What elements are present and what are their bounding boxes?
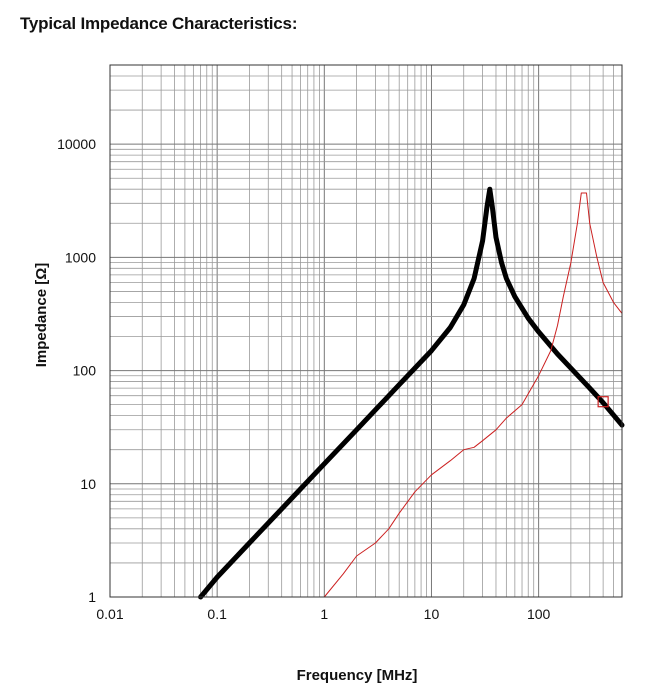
y-tick-label: 10 [80, 476, 96, 492]
x-tick-label: 0.01 [96, 606, 123, 622]
impedance-curve-red [323, 192, 623, 598]
chart-title: Typical Impedance Characteristics: [20, 14, 298, 33]
series-group [198, 186, 625, 600]
end-marker-group [597, 396, 609, 408]
y-tick-label: 1000 [65, 249, 96, 265]
impedance-curve-black [198, 186, 625, 600]
curve-marker [597, 396, 609, 408]
grid-lines [109, 64, 623, 598]
y-tick-label: 10000 [57, 136, 96, 152]
x-axis-label: Frequency [MHz] [297, 667, 418, 684]
x-tick-label: 10 [424, 606, 440, 622]
y-tick-label: 100 [73, 363, 97, 379]
plot-background [110, 65, 622, 597]
y-axis-tick-labels: 1 10 100 1000 10000 [57, 136, 96, 605]
y-axis-label: Impedance [Ω] [33, 263, 50, 368]
y-tick-label: 1 [88, 589, 96, 605]
x-tick-label: 1 [320, 606, 328, 622]
x-tick-label: 0.1 [207, 606, 227, 622]
x-axis-tick-labels: 0.01 0.1 1 10 100 [96, 606, 550, 622]
x-tick-label: 100 [527, 606, 551, 622]
plot-frame [109, 64, 623, 598]
